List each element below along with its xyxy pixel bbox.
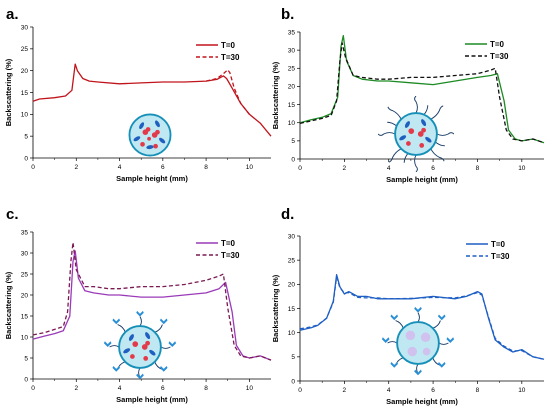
x-tick-label: 0 — [298, 165, 302, 172]
x-tick-label: 2 — [343, 165, 347, 172]
particle-illustration — [378, 96, 454, 172]
y-tick-label: 30 — [21, 24, 29, 31]
y-tick-label: 5 — [291, 354, 295, 361]
x-tick-label: 8 — [476, 387, 480, 394]
y-tick-label: 35 — [21, 229, 29, 236]
series-line — [205, 69, 250, 115]
y-tick-label: 30 — [288, 233, 296, 240]
y-axis-title: Backscattering (%) — [4, 271, 13, 339]
particle-illustration — [380, 305, 456, 377]
y-tick-label: 25 — [288, 66, 296, 73]
chart-panel: c. 0 2 4 6 8 10 0 5 10 15 20 25 30 35 Sample height (mm… — [4, 206, 272, 404]
x-tick-label: 6 — [431, 387, 435, 394]
x-tick-label: 10 — [246, 385, 254, 392]
panel-letter: b. — [281, 6, 294, 23]
y-tick-label: 30 — [21, 250, 29, 257]
x-tick-label: 10 — [518, 387, 526, 394]
y-tick-label: 20 — [288, 282, 296, 289]
y-axis-title: Backscattering (%) — [271, 274, 280, 342]
x-tick-label: 2 — [74, 385, 78, 392]
legend: T=0 T=30 — [196, 239, 240, 260]
legend-label: T=0 — [491, 240, 506, 249]
legend-label: T=0 — [221, 239, 236, 248]
y-tick-label: 15 — [288, 102, 296, 109]
panel-letter: a. — [6, 6, 19, 23]
y-tick-label: 35 — [288, 29, 296, 36]
chart-panel: a. 0 2 4 6 8 10 0 5 10 15 20 25 30 Sample height (mm) B… — [4, 6, 272, 183]
x-tick-label: 8 — [476, 165, 480, 172]
series-line — [32, 63, 272, 137]
legend: T=0 T=30 — [196, 41, 240, 62]
x-tick-label: 8 — [204, 164, 208, 171]
x-tick-label: 0 — [31, 385, 35, 392]
series-line — [299, 276, 545, 360]
x-axis-title: Sample height (mm) — [386, 175, 458, 184]
y-tick-label: 15 — [21, 90, 29, 97]
chart-panel: b. 0 2 4 6 8 10 0 5 10 15 20 25 30 35 Sample height (mm… — [271, 6, 545, 184]
x-tick-label: 6 — [161, 385, 165, 392]
legend-label: T=30 — [491, 252, 510, 261]
y-tick-label: 25 — [21, 46, 29, 53]
series-line — [32, 250, 272, 361]
x-tick-label: 0 — [31, 164, 35, 171]
y-tick-label: 0 — [291, 156, 295, 163]
y-tick-label: 10 — [21, 112, 29, 119]
x-tick-label: 2 — [74, 164, 78, 171]
y-axis-title: Backscattering (%) — [4, 58, 13, 126]
y-tick-label: 15 — [21, 313, 29, 320]
y-tick-label: 10 — [288, 330, 296, 337]
x-tick-label: 4 — [387, 165, 391, 172]
legend: T=0 T=30 — [465, 40, 509, 61]
x-tick-label: 6 — [431, 165, 435, 172]
x-tick-label: 10 — [518, 165, 526, 172]
legend-label: T=30 — [221, 53, 240, 62]
y-tick-label: 25 — [288, 257, 296, 264]
y-tick-label: 10 — [288, 120, 296, 127]
y-tick-label: 20 — [288, 84, 296, 91]
legend-label: T=30 — [221, 251, 240, 260]
series-line — [299, 42, 545, 144]
y-tick-label: 0 — [291, 378, 295, 385]
y-tick-label: 0 — [24, 155, 28, 162]
x-tick-label: 0 — [298, 387, 302, 394]
legend-label: T=30 — [490, 52, 509, 61]
y-tick-label: 30 — [288, 47, 296, 54]
panel-letter: c. — [6, 206, 19, 223]
y-tick-label: 5 — [291, 138, 295, 145]
legend-label: T=0 — [221, 41, 236, 50]
x-tick-label: 4 — [387, 387, 391, 394]
x-axis-title: Sample height (mm) — [386, 397, 458, 406]
particle-illustration — [102, 309, 178, 381]
legend-label: T=0 — [490, 40, 505, 49]
x-tick-label: 4 — [118, 385, 122, 392]
y-tick-label: 15 — [288, 306, 296, 313]
legend: T=0 T=30 — [466, 240, 510, 261]
y-tick-label: 5 — [24, 133, 28, 140]
y-tick-label: 5 — [24, 355, 28, 362]
x-axis-title: Sample height (mm) — [116, 174, 188, 183]
y-tick-label: 0 — [24, 376, 28, 383]
x-axis-title: Sample height (mm) — [116, 395, 188, 404]
x-tick-label: 6 — [161, 164, 165, 171]
y-tick-label: 20 — [21, 292, 29, 299]
y-tick-label: 10 — [21, 334, 29, 341]
x-tick-label: 10 — [246, 164, 254, 171]
series-line — [32, 241, 272, 361]
x-tick-label: 8 — [204, 385, 208, 392]
y-tick-label: 20 — [21, 68, 29, 75]
panel-letter: d. — [281, 206, 294, 223]
x-tick-label: 4 — [118, 164, 122, 171]
y-axis-title: Backscattering (%) — [271, 61, 280, 129]
y-tick-label: 25 — [21, 271, 29, 278]
particle-illustration — [128, 113, 172, 157]
x-tick-label: 2 — [343, 387, 347, 394]
chart-panel: d. 0 2 4 6 8 10 0 5 10 15 20 25 30 Sample height (mm) B… — [271, 206, 545, 406]
